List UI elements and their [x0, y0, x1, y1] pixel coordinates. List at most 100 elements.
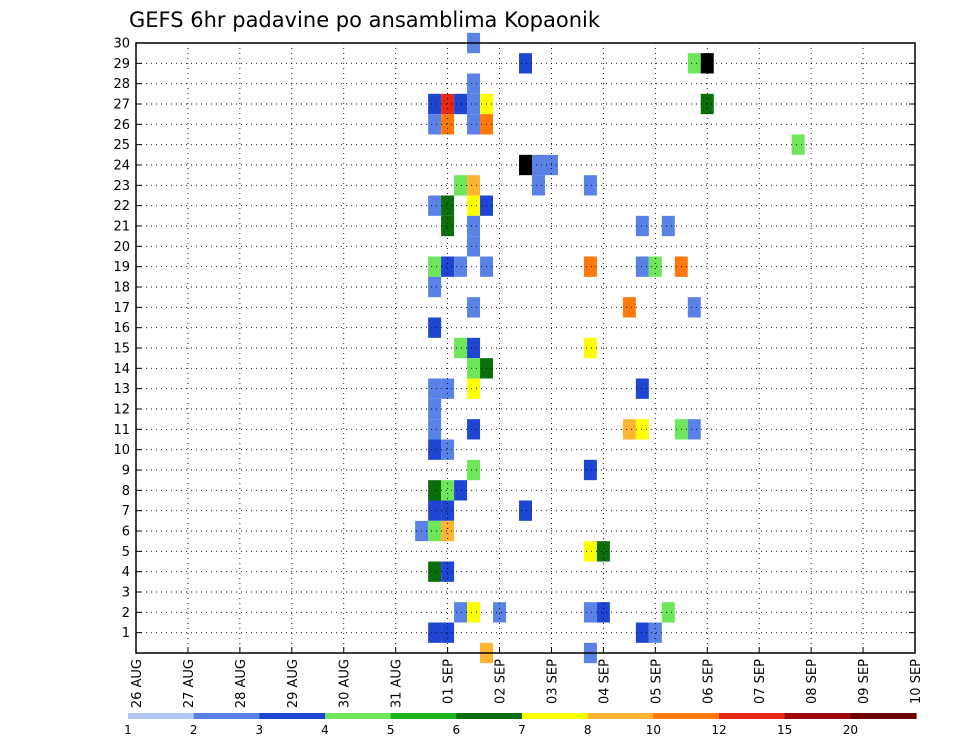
heatmap-cell: [467, 459, 481, 481]
y-tick-label: 9: [122, 464, 130, 479]
heatmap-cell: [635, 256, 649, 277]
y-tick-label: 10: [113, 443, 130, 458]
heatmap-cell: [441, 195, 455, 216]
y-tick-label: 11: [113, 423, 130, 438]
x-axis: 26 AUG 27 AUG 28 AUG 29 AUG 30 AUG 31 AUG 01 S…: [130, 647, 924, 708]
heatmap-cell: [441, 480, 455, 501]
heatmap-cell: [454, 480, 468, 501]
x-tick-label: 03 SEP: [545, 659, 560, 704]
heatmap-cell: [531, 175, 545, 196]
heatmap-cell: [583, 459, 597, 481]
heatmap-cell: [467, 419, 481, 440]
heatmap-cell: [454, 602, 468, 623]
colorbar-label: 15: [777, 723, 792, 737]
colorbar-label: 4: [321, 723, 329, 737]
y-tick-label: 5: [122, 545, 130, 560]
colorbar-label: 3: [256, 723, 264, 737]
heatmap-cell: [428, 317, 442, 338]
heatmap-cell: [467, 378, 481, 399]
colorbar: 1 2 3 4 5 6 7 8 10 12 15 20: [124, 713, 917, 737]
y-tick-label: 8: [122, 484, 130, 499]
y-tick-label: 3: [122, 586, 130, 601]
heatmap-cell: [428, 439, 442, 460]
heatmap-cell: [467, 175, 481, 196]
heatmap-cell: [454, 256, 468, 277]
x-tick-label: 31 AUG: [390, 659, 405, 708]
y-tick-label: 21: [113, 220, 130, 235]
y-tick-label: 20: [113, 240, 130, 255]
heatmap-cell: [635, 622, 649, 643]
heatmap-cell: [596, 602, 610, 623]
heatmap-cell: [596, 541, 610, 562]
heatmap-cell: [635, 215, 649, 237]
heatmap-cell: [428, 480, 442, 501]
y-tick-label: 1: [122, 626, 130, 641]
x-tick-label: 08 SEP: [805, 659, 820, 704]
heatmap-cell: [428, 398, 442, 420]
x-tick-label: 28 AUG: [234, 659, 249, 708]
y-tick-label: 29: [113, 57, 130, 72]
heatmap-cell: [467, 358, 481, 379]
colorbar-label: 5: [387, 723, 395, 737]
y-tick-label: 23: [113, 179, 130, 194]
heatmap-cell: [648, 256, 662, 277]
colorbar-swatch: [325, 713, 392, 719]
y-tick-label: 2: [122, 606, 130, 621]
y-tick-label: 24: [113, 159, 130, 174]
y-tick-label: 26: [113, 118, 130, 133]
heatmap-cell: [428, 256, 442, 277]
colorbar-label: 12: [711, 723, 726, 737]
y-tick-label: 13: [113, 382, 130, 397]
heatmap-cell: [428, 93, 442, 115]
y-axis: 1234567891011121314151617181920212223242…: [113, 37, 915, 641]
y-tick-label: 4: [122, 565, 130, 580]
x-tick-label: 10 SEP: [909, 659, 924, 704]
heatmap-cell: [428, 561, 442, 582]
heatmap-cell: [441, 561, 455, 582]
heatmap-cell: [583, 602, 597, 623]
heatmap-cell: [467, 337, 481, 359]
colorbar-label: 8: [584, 723, 592, 737]
colorbar-swatch: [259, 713, 326, 719]
x-tick-label: 01 SEP: [442, 659, 457, 704]
x-tick-label: 06 SEP: [701, 659, 716, 704]
heatmap-cell: [428, 622, 442, 643]
heatmap-cell: [687, 297, 701, 318]
heatmap-cell: [467, 93, 481, 115]
heatmap-cell: [428, 419, 442, 440]
heatmap-cell: [583, 175, 597, 196]
colorbar-label: 6: [453, 723, 461, 737]
colorbar-swatch: [128, 713, 195, 719]
colorbar-label: 1: [124, 723, 132, 737]
heatmap-cell: [454, 93, 468, 115]
grid-lines: [136, 43, 915, 653]
x-tick-label: 27 AUG: [182, 659, 197, 708]
heatmap-cell: [661, 215, 675, 237]
y-tick-label: 28: [113, 77, 130, 92]
heatmap-cell: [648, 622, 662, 643]
x-tick-label: 30 AUG: [338, 659, 353, 708]
chart-title: GEFS 6hr padavine po ansamblima Kopaonik: [129, 8, 601, 32]
y-tick-label: 30: [113, 37, 130, 52]
x-tick-label: 07 SEP: [753, 659, 768, 704]
y-tick-label: 17: [113, 301, 130, 316]
heatmap-cell: [791, 134, 805, 155]
y-tick-label: 18: [113, 281, 130, 296]
heatmap-cell: [519, 53, 532, 74]
x-tick-label: 29 AUG: [286, 659, 301, 708]
heatmap-cell: [635, 419, 649, 440]
heatmap-cell: [467, 73, 481, 94]
heatmap-cell: [454, 337, 468, 359]
heatmap-cell: [661, 602, 675, 623]
heatmap-cell: [454, 175, 468, 196]
y-tick-label: 7: [122, 504, 130, 519]
heatmap-cell: [428, 378, 442, 399]
y-tick-label: 27: [113, 98, 130, 113]
y-tick-label: 16: [113, 321, 130, 336]
heatmap-cell: [687, 53, 701, 74]
heatmap-cell: [428, 276, 442, 298]
colorbar-label: 20: [843, 723, 858, 737]
heatmap-cell: [467, 236, 481, 257]
colorbar-swatch: [653, 713, 720, 719]
colorbar-swatch: [390, 713, 457, 719]
